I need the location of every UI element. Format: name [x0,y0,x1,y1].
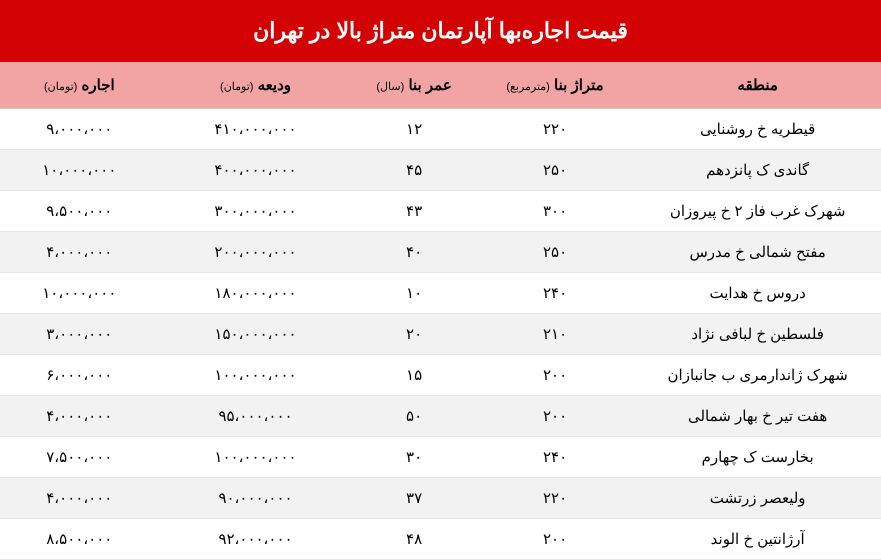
cell-region: گاندی ک پانزدهم [634,150,881,191]
col-rent-label: اجاره [82,77,115,94]
cell-deposit: ۳۰۰،۰۰۰،۰۰۰ [159,191,353,232]
cell-deposit: ۱۰۰،۰۰۰،۰۰۰ [159,437,353,478]
table-row: دروس خ هدایت۲۴۰۱۰۱۸۰،۰۰۰،۰۰۰۱۰،۰۰۰،۰۰۰ [0,273,881,314]
col-age-label: عمر بنا [408,77,451,94]
cell-region: شهرک غرب فاز ۲ خ پیروزان [634,191,881,232]
cell-deposit: ۹۲،۰۰۰،۰۰۰ [159,519,353,560]
cell-age: ۳۰ [352,437,475,478]
cell-rent: ۴،۰۰۰،۰۰۰ [0,478,159,519]
cell-region: ولیعصر زرتشت [634,478,881,519]
table-row: شهرک ژاندارمری ب جانبازان۲۰۰۱۵۱۰۰،۰۰۰،۰۰… [0,355,881,396]
table-row: آرژانتین خ الوند۲۰۰۴۸۹۲،۰۰۰،۰۰۰۸،۵۰۰،۰۰۰ [0,519,881,560]
col-age: عمر بنا (سال) [352,62,475,109]
cell-area: ۲۴۰ [476,437,635,478]
cell-area: ۳۰۰ [476,191,635,232]
cell-deposit: ۹۰،۰۰۰،۰۰۰ [159,478,353,519]
page-title: قیمت اجاره‌بها آپارتمان متراژ بالا در ته… [0,0,881,62]
cell-rent: ۹،۵۰۰،۰۰۰ [0,191,159,232]
cell-deposit: ۱۰۰،۰۰۰،۰۰۰ [159,355,353,396]
cell-rent: ۸،۵۰۰،۰۰۰ [0,519,159,560]
table-row: گاندی ک پانزدهم۲۵۰۴۵۴۰۰،۰۰۰،۰۰۰۱۰،۰۰۰،۰۰… [0,150,881,191]
cell-age: ۱۰ [352,273,475,314]
cell-rent: ۱۰،۰۰۰،۰۰۰ [0,273,159,314]
cell-region: هفت تیر خ بهار شمالی [634,396,881,437]
col-area-unit: (مترمربع) [506,81,549,93]
cell-age: ۳۷ [352,478,475,519]
cell-rent: ۴،۰۰۰،۰۰۰ [0,396,159,437]
cell-deposit: ۲۰۰،۰۰۰،۰۰۰ [159,232,353,273]
cell-area: ۲۵۰ [476,232,635,273]
col-area: متراژ بنا (مترمربع) [476,62,635,109]
cell-rent: ۴،۰۰۰،۰۰۰ [0,232,159,273]
cell-age: ۴۸ [352,519,475,560]
cell-region: شهرک ژاندارمری ب جانبازان [634,355,881,396]
cell-area: ۲۰۰ [476,396,635,437]
cell-deposit: ۱۵۰،۰۰۰،۰۰۰ [159,314,353,355]
cell-rent: ۳،۰۰۰،۰۰۰ [0,314,159,355]
table-body: قیطریه خ روشنایی۲۲۰۱۲۴۱۰،۰۰۰،۰۰۰۹،۰۰۰،۰۰… [0,109,881,560]
table-header-row: منطقه متراژ بنا (مترمربع) عمر بنا (سال) … [0,62,881,109]
cell-age: ۱۲ [352,109,475,150]
cell-rent: ۶،۰۰۰،۰۰۰ [0,355,159,396]
col-deposit-label: ودیعه [258,77,291,94]
cell-age: ۵۰ [352,396,475,437]
cell-area: ۲۱۰ [476,314,635,355]
cell-deposit: ۱۸۰،۰۰۰،۰۰۰ [159,273,353,314]
cell-deposit: ۴۱۰،۰۰۰،۰۰۰ [159,109,353,150]
cell-region: قیطریه خ روشنایی [634,109,881,150]
cell-age: ۱۵ [352,355,475,396]
table-row: ولیعصر زرتشت۲۲۰۳۷۹۰،۰۰۰،۰۰۰۴،۰۰۰،۰۰۰ [0,478,881,519]
col-rent: اجاره (تومان) [0,62,159,109]
cell-age: ۴۰ [352,232,475,273]
cell-area: ۲۴۰ [476,273,635,314]
table-row: شهرک غرب فاز ۲ خ پیروزان۳۰۰۴۳۳۰۰،۰۰۰،۰۰۰… [0,191,881,232]
cell-area: ۲۰۰ [476,519,635,560]
col-deposit: ودیعه (تومان) [159,62,353,109]
cell-area: ۲۲۰ [476,109,635,150]
cell-age: ۲۰ [352,314,475,355]
cell-area: ۲۲۰ [476,478,635,519]
cell-region: فلسطین خ لبافی نژاد [634,314,881,355]
table-row: هفت تیر خ بهار شمالی۲۰۰۵۰۹۵،۰۰۰،۰۰۰۴،۰۰۰… [0,396,881,437]
cell-region: آرژانتین خ الوند [634,519,881,560]
cell-age: ۴۵ [352,150,475,191]
col-rent-unit: (تومان) [44,81,77,93]
cell-area: ۲۰۰ [476,355,635,396]
col-region-label: منطقه [737,77,778,94]
cell-rent: ۱۰،۰۰۰،۰۰۰ [0,150,159,191]
col-area-label: متراژ بنا [554,77,604,94]
price-table: منطقه متراژ بنا (مترمربع) عمر بنا (سال) … [0,62,881,560]
cell-age: ۴۳ [352,191,475,232]
cell-region: بخارست ک چهارم [634,437,881,478]
col-age-unit: (سال) [376,81,404,93]
table-row: قیطریه خ روشنایی۲۲۰۱۲۴۱۰،۰۰۰،۰۰۰۹،۰۰۰،۰۰… [0,109,881,150]
cell-region: دروس خ هدایت [634,273,881,314]
table-row: فلسطین خ لبافی نژاد۲۱۰۲۰۱۵۰،۰۰۰،۰۰۰۳،۰۰۰… [0,314,881,355]
col-deposit-unit: (تومان) [220,81,253,93]
cell-deposit: ۴۰۰،۰۰۰،۰۰۰ [159,150,353,191]
col-region: منطقه [634,62,881,109]
cell-region: مفتح شمالی خ مدرس [634,232,881,273]
cell-deposit: ۹۵،۰۰۰،۰۰۰ [159,396,353,437]
table-row: مفتح شمالی خ مدرس۲۵۰۴۰۲۰۰،۰۰۰،۰۰۰۴،۰۰۰،۰… [0,232,881,273]
cell-area: ۲۵۰ [476,150,635,191]
cell-rent: ۹،۰۰۰،۰۰۰ [0,109,159,150]
table-row: بخارست ک چهارم۲۴۰۳۰۱۰۰،۰۰۰،۰۰۰۷،۵۰۰،۰۰۰ [0,437,881,478]
cell-rent: ۷،۵۰۰،۰۰۰ [0,437,159,478]
